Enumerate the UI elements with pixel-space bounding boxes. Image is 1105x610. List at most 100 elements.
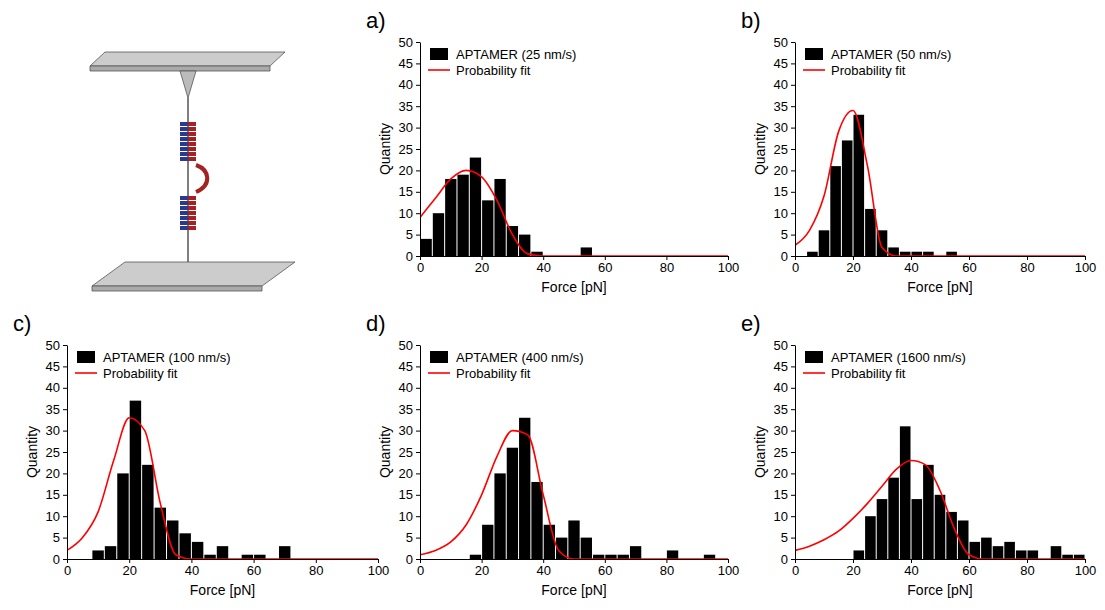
tick: 40 bbox=[774, 77, 795, 92]
bar bbox=[807, 559, 818, 560]
panel: 02040608010005101520253035404550Force [p… bbox=[13, 311, 389, 598]
bar bbox=[457, 559, 468, 560]
tick: 50 bbox=[774, 35, 795, 50]
bar bbox=[581, 538, 592, 559]
red-base bbox=[188, 147, 196, 151]
y-axis-title: Quantity bbox=[24, 426, 40, 478]
tick: 0 bbox=[792, 559, 799, 578]
tick: 80 bbox=[660, 559, 674, 578]
red-base bbox=[188, 221, 196, 225]
tick-label: 20 bbox=[122, 563, 136, 578]
x-axis: 020406080100 bbox=[417, 559, 739, 578]
tick: 20 bbox=[475, 256, 489, 275]
tick-label: 10 bbox=[399, 509, 413, 524]
tick-label: 80 bbox=[1020, 260, 1034, 275]
legend-swatch bbox=[803, 372, 825, 374]
tick: 20 bbox=[122, 559, 136, 578]
y-axis-line bbox=[420, 43, 421, 257]
tick: 45 bbox=[46, 359, 67, 374]
bar bbox=[544, 525, 555, 559]
bar bbox=[142, 465, 153, 559]
tick: 0 bbox=[53, 552, 67, 567]
y-axis-title: Quantity bbox=[752, 123, 768, 175]
tick-label: 45 bbox=[399, 56, 413, 71]
tick-mark bbox=[416, 256, 420, 257]
x-axis-title: Force [pN] bbox=[541, 279, 606, 295]
tick: 5 bbox=[406, 227, 420, 242]
tick-mark bbox=[791, 431, 795, 432]
tick: 100 bbox=[1075, 256, 1097, 275]
tick: 60 bbox=[598, 559, 612, 578]
tick: 35 bbox=[774, 402, 795, 417]
tick: 100 bbox=[1075, 559, 1097, 578]
tick: 40 bbox=[46, 380, 67, 395]
tick: 0 bbox=[406, 249, 420, 264]
bar bbox=[819, 230, 830, 256]
tick-mark bbox=[791, 42, 795, 43]
tick-mark bbox=[416, 106, 420, 107]
legend: APTAMER (1600 nm/s)Probability fit bbox=[803, 350, 966, 381]
tick-label: 80 bbox=[1020, 563, 1034, 578]
bar bbox=[531, 482, 542, 559]
panel: 02040608010005101520253035404550Force [p… bbox=[741, 8, 1096, 295]
bar bbox=[68, 559, 79, 560]
tick: 30 bbox=[774, 423, 795, 438]
tick-label: 80 bbox=[309, 563, 323, 578]
blue-base bbox=[180, 137, 188, 141]
tick-label: 30 bbox=[774, 423, 788, 438]
bar bbox=[217, 546, 228, 559]
plot-area bbox=[67, 401, 378, 559]
bar bbox=[80, 559, 91, 560]
tick-mark bbox=[416, 128, 420, 129]
bars bbox=[854, 426, 1085, 559]
legend-swatch bbox=[77, 351, 95, 363]
tick-mark bbox=[791, 345, 795, 346]
legend-swatch bbox=[430, 351, 448, 363]
red-base bbox=[188, 196, 196, 200]
tick-mark bbox=[416, 42, 420, 43]
legend-swatch bbox=[75, 372, 97, 374]
bar bbox=[494, 473, 505, 559]
red-base bbox=[188, 132, 196, 136]
x-axis-title: Force [pN] bbox=[541, 582, 606, 598]
y-axis-title: Quantity bbox=[752, 426, 768, 478]
tick: 50 bbox=[774, 338, 795, 353]
tick-label: 0 bbox=[781, 249, 788, 264]
tick-label: 25 bbox=[774, 445, 788, 460]
tick: 100 bbox=[368, 559, 390, 578]
tick: 45 bbox=[774, 56, 795, 71]
bar bbox=[865, 516, 876, 559]
red-base bbox=[188, 226, 196, 230]
tick: 40 bbox=[774, 380, 795, 395]
tick-label: 20 bbox=[846, 260, 860, 275]
y-axis: 05101520253035404550 bbox=[46, 338, 68, 567]
tick-label: 20 bbox=[399, 163, 413, 178]
legend: APTAMER (400 nm/s)Probability fit bbox=[428, 350, 584, 381]
tick-mark bbox=[416, 345, 420, 346]
red-base bbox=[188, 157, 196, 161]
tick-mark bbox=[416, 192, 420, 193]
tick: 20 bbox=[399, 466, 420, 481]
x-axis-line bbox=[421, 559, 729, 560]
tick-mark bbox=[416, 63, 420, 64]
x-axis-line bbox=[796, 256, 1086, 257]
red-base bbox=[188, 216, 196, 220]
tick: 20 bbox=[46, 466, 67, 481]
tick: 30 bbox=[399, 423, 420, 438]
tick-label: 25 bbox=[46, 445, 60, 460]
tick-mark bbox=[416, 473, 420, 474]
tick-label: 40 bbox=[399, 380, 413, 395]
tick: 15 bbox=[774, 184, 795, 199]
tick-mark bbox=[416, 366, 420, 367]
y-axis: 05101520253035404550 bbox=[774, 338, 796, 567]
tick-mark bbox=[791, 192, 795, 193]
bar bbox=[568, 520, 579, 559]
tick: 80 bbox=[1020, 256, 1034, 275]
red-base bbox=[188, 137, 196, 141]
tick: 25 bbox=[774, 445, 795, 460]
legend-label: APTAMER (400 nm/s) bbox=[456, 350, 584, 365]
bar bbox=[923, 465, 934, 559]
bar bbox=[854, 550, 865, 559]
loop bbox=[196, 165, 207, 192]
tick-mark bbox=[63, 559, 67, 560]
